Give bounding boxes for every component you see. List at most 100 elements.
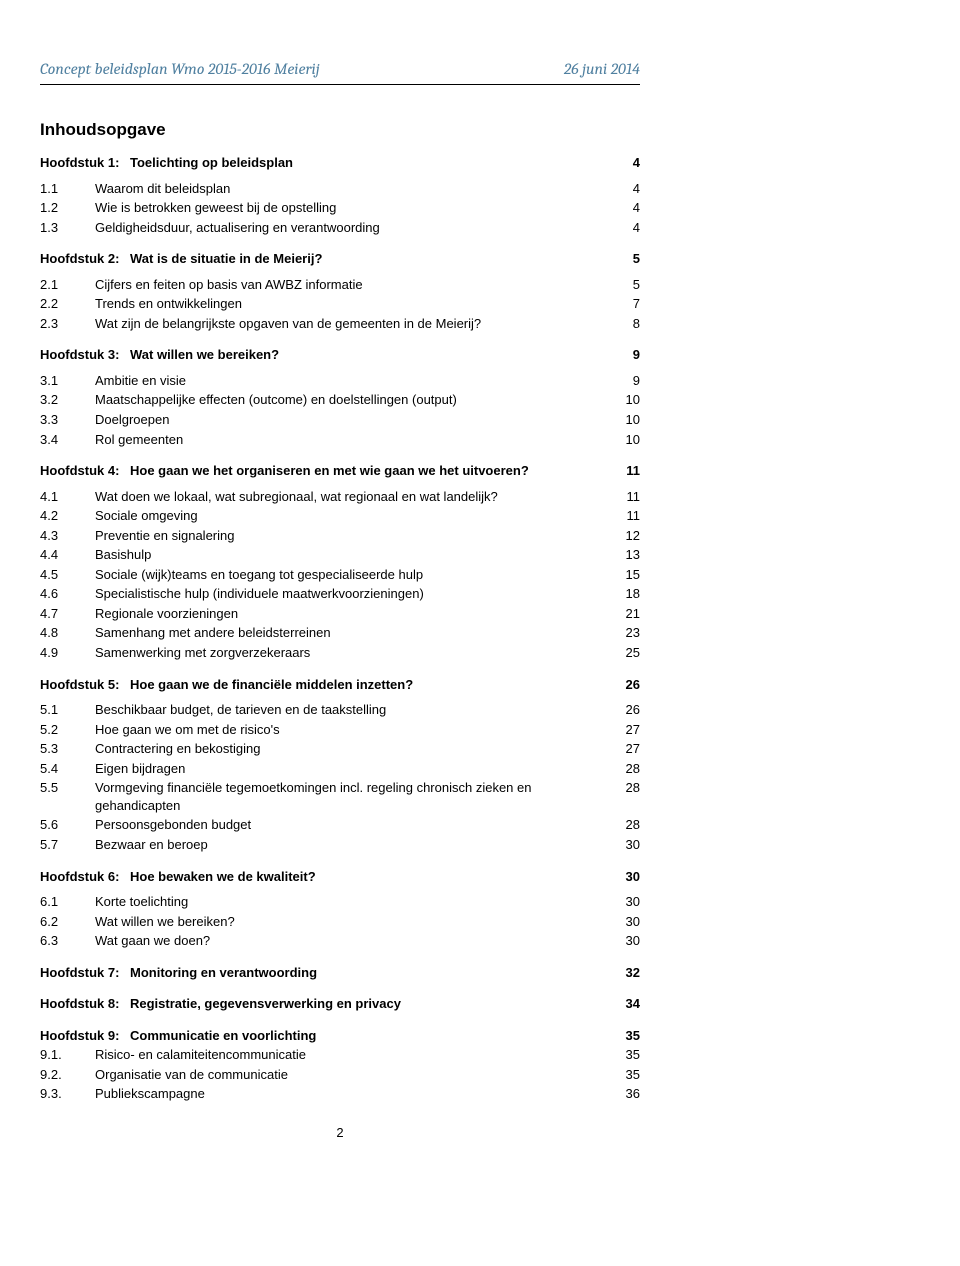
page-number: 2	[40, 1125, 640, 1140]
toc-section: 3.3Doelgroepen10	[40, 411, 640, 429]
toc-entry-label: Risico- en calamiteitencommunicatie	[95, 1046, 610, 1064]
toc-entry-number: 4.9	[40, 644, 95, 662]
toc-entry-number: Hoofdstuk 2:	[40, 250, 130, 268]
toc-entry-label: Beschikbaar budget, de tarieven en de ta…	[95, 701, 610, 719]
toc-entry-label: Wat doen we lokaal, wat subregionaal, wa…	[95, 488, 610, 506]
toc-section: 4.6Specialistische hulp (individuele maa…	[40, 585, 640, 603]
toc-entry-number: Hoofdstuk 5:	[40, 676, 130, 694]
toc-entry-label: Publiekscampagne	[95, 1085, 610, 1103]
toc-entry-page: 35	[610, 1027, 640, 1045]
toc-entry-number: 4.2	[40, 507, 95, 525]
document-page: Concept beleidsplan Wmo 2015-2016 Meieri…	[0, 0, 680, 1180]
toc-entry-number: 4.1	[40, 488, 95, 506]
toc-entry-label: Geldigheidsduur, actualisering en verant…	[95, 219, 610, 237]
toc-entry-number: 3.2	[40, 391, 95, 409]
toc-entry-label: Persoonsgebonden budget	[95, 816, 610, 834]
toc-entry-number: 4.8	[40, 624, 95, 642]
toc-entry-number: 2.3	[40, 315, 95, 333]
toc-entry-number: 2.2	[40, 295, 95, 313]
toc-entry-label: Toelichting op beleidsplan	[130, 154, 610, 172]
toc-entry-number: 5.3	[40, 740, 95, 758]
toc-entry-label: Ambitie en visie	[95, 372, 610, 390]
header-left: Concept beleidsplan Wmo 2015-2016 Meieri…	[40, 60, 320, 78]
toc-entry-label: Monitoring en verantwoording	[130, 964, 610, 982]
toc-entry-label: Wat zijn de belangrijkste opgaven van de…	[95, 315, 610, 333]
toc-entry-page: 8	[610, 315, 640, 333]
toc-entry-label: Wie is betrokken geweest bij de opstelli…	[95, 199, 610, 217]
toc-entry-page: 21	[610, 605, 640, 623]
toc-section: 6.3Wat gaan we doen?30	[40, 932, 640, 950]
toc-entry-number: 1.2	[40, 199, 95, 217]
toc-entry-number: 3.4	[40, 431, 95, 449]
toc-section: 1.1Waarom dit beleidsplan4	[40, 180, 640, 198]
toc-section: 4.9Samenwerking met zorgverzekeraars25	[40, 644, 640, 662]
toc-chapter: Hoofdstuk 2:Wat is de situatie in de Mei…	[40, 250, 640, 268]
toc-entry-label: Bezwaar en beroep	[95, 836, 610, 854]
toc-entry-page: 27	[610, 740, 640, 758]
toc-section: 5.6Persoonsgebonden budget28	[40, 816, 640, 834]
toc-entry-label: Sociale (wijk)teams en toegang tot gespe…	[95, 566, 610, 584]
toc-section: 6.1Korte toelichting30	[40, 893, 640, 911]
toc-entry-label: Sociale omgeving	[95, 507, 610, 525]
toc-section: 9.1.Risico- en calamiteitencommunicatie3…	[40, 1046, 640, 1064]
toc-entry-number: 5.7	[40, 836, 95, 854]
toc-entry-page: 28	[610, 816, 640, 834]
toc-entry-number: 4.3	[40, 527, 95, 545]
toc-section: 9.3.Publiekscampagne36	[40, 1085, 640, 1103]
toc-entry-label: Rol gemeenten	[95, 431, 610, 449]
toc-entry-label: Cijfers en feiten op basis van AWBZ info…	[95, 276, 610, 294]
toc-entry-page: 34	[610, 995, 640, 1013]
toc-entry-page: 12	[610, 527, 640, 545]
header-rule	[40, 84, 640, 85]
toc-section: 1.3Geldigheidsduur, actualisering en ver…	[40, 219, 640, 237]
toc-entry-number: 6.1	[40, 893, 95, 911]
toc-entry-page: 9	[610, 346, 640, 364]
toc-entry-page: 26	[610, 701, 640, 719]
toc-entry-label: Samenhang met andere beleidsterreinen	[95, 624, 610, 642]
toc-entry-page: 11	[610, 488, 640, 506]
toc-section: 5.4Eigen bijdragen28	[40, 760, 640, 778]
toc-entry-number: Hoofdstuk 9:	[40, 1027, 130, 1045]
toc-entry-label: Waarom dit beleidsplan	[95, 180, 610, 198]
toc-entry-number: 9.1.	[40, 1046, 95, 1064]
toc-entry-page: 4	[610, 199, 640, 217]
toc-section: 3.4Rol gemeenten10	[40, 431, 640, 449]
toc-entry-page: 30	[610, 868, 640, 886]
toc-entry-label: Hoe gaan we het organiseren en met wie g…	[130, 462, 610, 480]
toc-entry-page: 28	[610, 779, 640, 797]
table-of-contents: Hoofdstuk 1:Toelichting op beleidsplan4 1…	[40, 154, 640, 1103]
toc-entry-number: 6.2	[40, 913, 95, 931]
toc-entry-page: 11	[610, 507, 640, 525]
toc-chapter: Hoofdstuk 1:Toelichting op beleidsplan4	[40, 154, 640, 172]
toc-entry-page: 30	[610, 913, 640, 931]
toc-entry-page: 10	[610, 431, 640, 449]
toc-section: 4.8Samenhang met andere beleidsterreinen…	[40, 624, 640, 642]
toc-section: 9.2.Organisatie van de communicatie35	[40, 1066, 640, 1084]
toc-entry-number: 4.6	[40, 585, 95, 603]
toc-entry-label: Maatschappelijke effecten (outcome) en d…	[95, 391, 610, 409]
toc-chapter: Hoofdstuk 6:Hoe bewaken we de kwaliteit?…	[40, 868, 640, 886]
toc-entry-page: 30	[610, 836, 640, 854]
toc-entry-number: 4.5	[40, 566, 95, 584]
toc-entry-page: 28	[610, 760, 640, 778]
toc-chapter: Hoofdstuk 7:Monitoring en verantwoording…	[40, 964, 640, 982]
toc-entry-page: 23	[610, 624, 640, 642]
toc-entry-page: 10	[610, 391, 640, 409]
toc-entry-page: 5	[610, 250, 640, 268]
toc-entry-page: 5	[610, 276, 640, 294]
toc-entry-page: 18	[610, 585, 640, 603]
toc-section: 1.2Wie is betrokken geweest bij de opste…	[40, 199, 640, 217]
toc-entry-number: 9.3.	[40, 1085, 95, 1103]
toc-entry-page: 4	[610, 180, 640, 198]
toc-entry-label: Wat gaan we doen?	[95, 932, 610, 950]
toc-entry-label: Communicatie en voorlichting	[130, 1027, 610, 1045]
toc-section: 2.2Trends en ontwikkelingen7	[40, 295, 640, 313]
toc-section: 5.1Beschikbaar budget, de tarieven en de…	[40, 701, 640, 719]
toc-entry-label: Trends en ontwikkelingen	[95, 295, 610, 313]
toc-entry-number: 1.1	[40, 180, 95, 198]
toc-entry-page: 27	[610, 721, 640, 739]
toc-entry-label: Eigen bijdragen	[95, 760, 610, 778]
toc-entry-label: Korte toelichting	[95, 893, 610, 911]
toc-entry-label: Registratie, gegevensverwerking en priva…	[130, 995, 610, 1013]
toc-entry-number: 5.2	[40, 721, 95, 739]
